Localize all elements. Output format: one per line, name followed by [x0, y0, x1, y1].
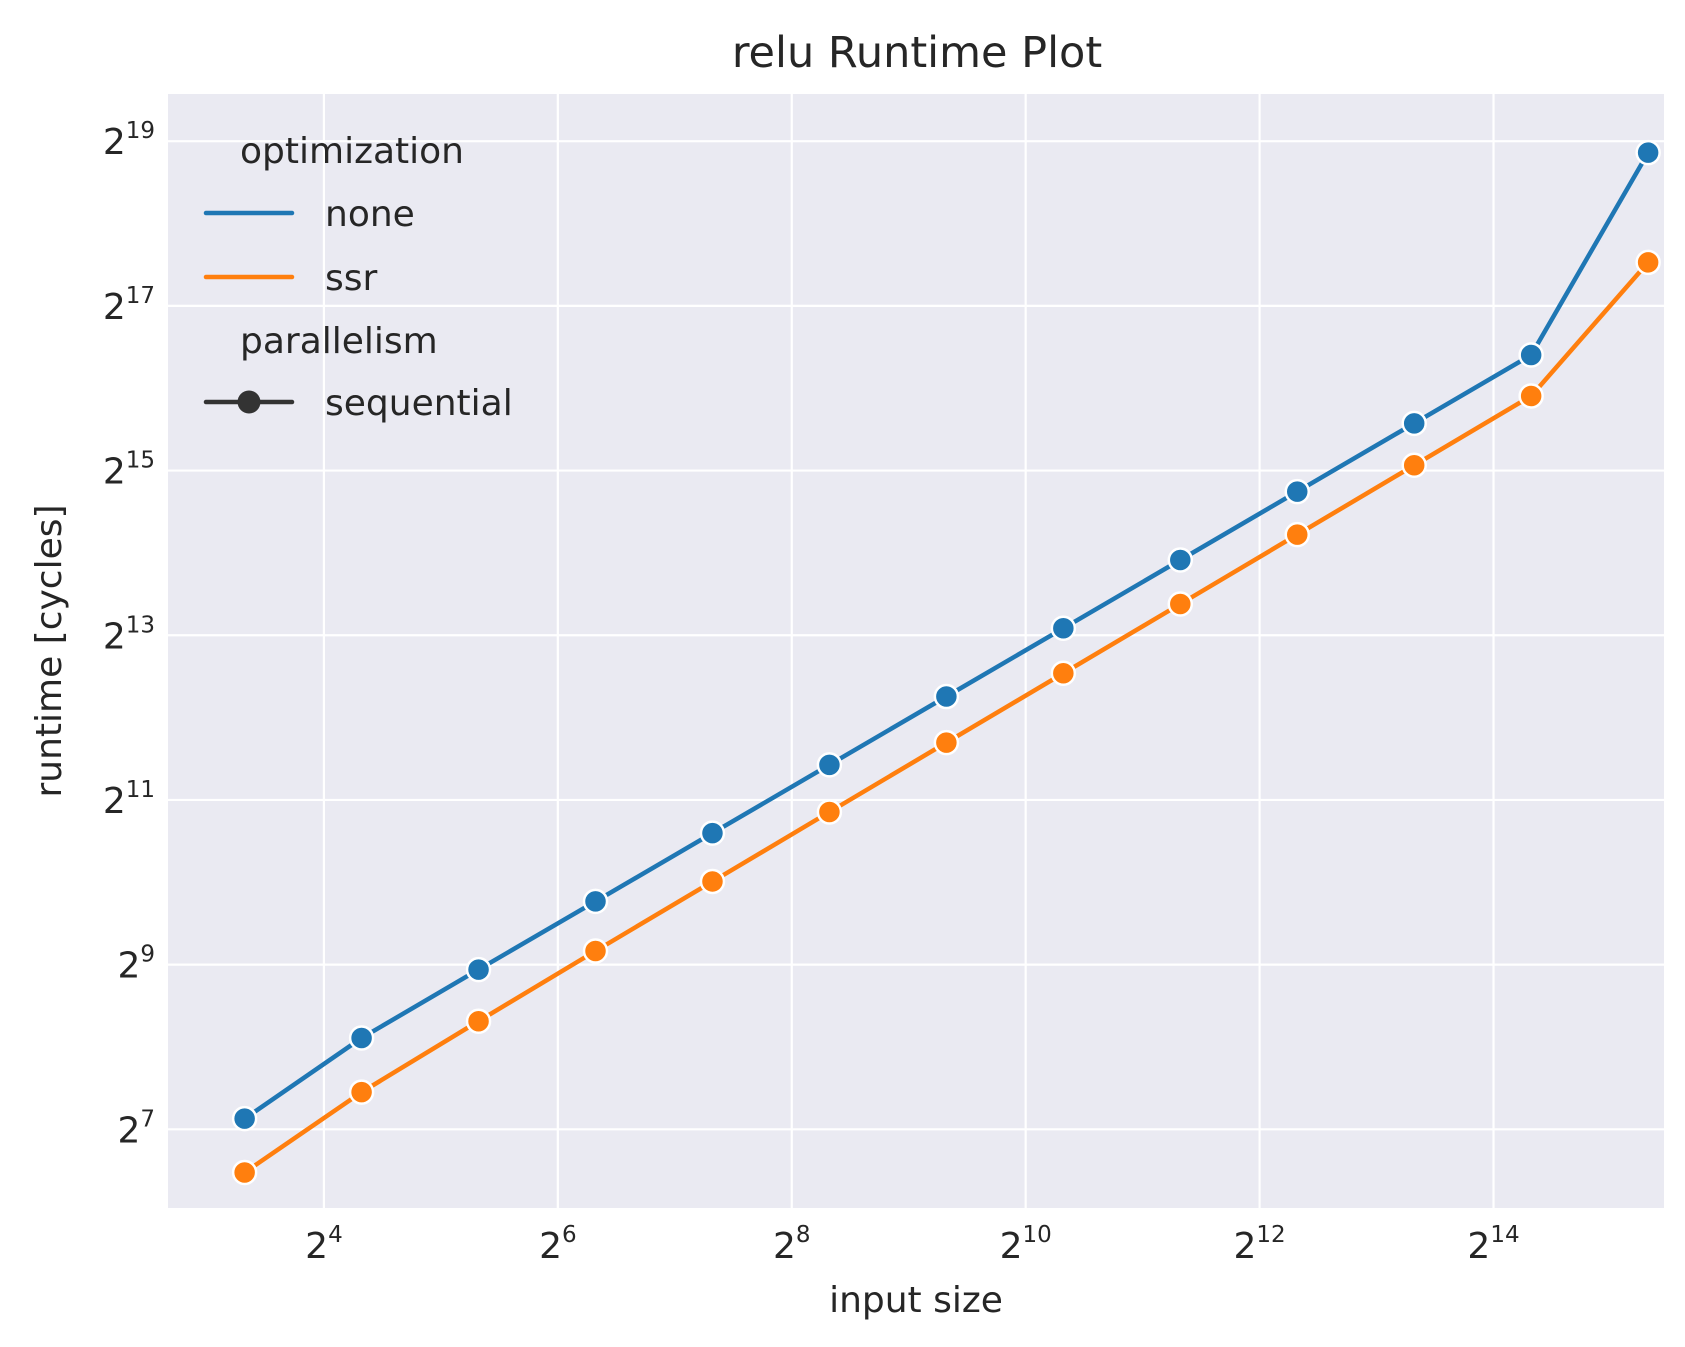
x-tick-label: 24 [305, 1222, 343, 1267]
x-axis-label: input size [829, 1280, 1003, 1321]
legend-title-parallelism: parallelism [240, 321, 438, 362]
data-point-none [933, 683, 960, 710]
y-tick-label: 211 [103, 777, 155, 822]
legend-label-sequential: sequential [325, 383, 513, 424]
data-point-none [1635, 139, 1661, 166]
x-tick-label: 26 [539, 1222, 577, 1267]
x-tick-label: 214 [1467, 1222, 1519, 1267]
data-point-none [1050, 615, 1077, 642]
legend: optimization none ssr parallelism sequen… [203, 131, 513, 424]
series-none [231, 139, 1661, 1132]
data-point-none [231, 1105, 258, 1132]
y-axis-label: runtime [cycles] [29, 504, 70, 797]
y-tick-label: 215 [103, 448, 155, 493]
data-point-ssr [699, 868, 726, 895]
data-point-ssr [231, 1159, 258, 1186]
chart-title: relu Runtime Plot [732, 28, 1102, 78]
y-tick-label: 29 [117, 942, 155, 987]
y-tick-label: 219 [103, 118, 155, 163]
x-tick-label: 210 [1000, 1222, 1052, 1267]
x-gridlines [322, 94, 1495, 1208]
legend-marker-sequential [237, 390, 261, 414]
legend-label-none: none [325, 194, 415, 235]
legend-title-optimization: optimization [240, 131, 464, 172]
data-point-none [1401, 410, 1427, 437]
data-point-none [816, 752, 843, 778]
x-tick-label: 212 [1234, 1222, 1286, 1267]
data-point-ssr [1050, 660, 1077, 687]
data-point-none [1284, 478, 1311, 505]
data-point-ssr [582, 938, 609, 964]
data-point-none [1518, 342, 1544, 368]
series-layer [231, 139, 1661, 1186]
y-tick-labels: 27 29 211 213 215 217 219 [103, 118, 155, 1151]
data-point-ssr [1401, 452, 1427, 479]
data-point-ssr [816, 799, 843, 825]
data-point-none [1167, 547, 1194, 573]
data-point-ssr [348, 1079, 375, 1105]
legend-label-ssr: ssr [325, 258, 378, 299]
series-ssr [231, 249, 1661, 1186]
y-gridlines [168, 140, 1664, 1131]
data-point-ssr [1284, 521, 1311, 548]
data-point-ssr [1518, 383, 1544, 409]
data-point-ssr [933, 729, 960, 756]
data-point-ssr [1635, 249, 1661, 276]
data-point-none [699, 820, 726, 846]
y-tick-label: 27 [117, 1106, 155, 1151]
data-point-none [582, 888, 609, 915]
x-tick-labels: 24 26 28 210 212 214 [305, 1222, 1519, 1267]
data-point-ssr [465, 1008, 492, 1034]
x-tick-label: 28 [773, 1222, 811, 1267]
y-tick-label: 217 [103, 283, 155, 328]
y-tick-label: 213 [103, 612, 155, 657]
plot-area [168, 94, 1664, 1208]
data-point-none [348, 1025, 375, 1051]
data-point-ssr [1167, 591, 1194, 617]
data-point-none [465, 956, 492, 983]
